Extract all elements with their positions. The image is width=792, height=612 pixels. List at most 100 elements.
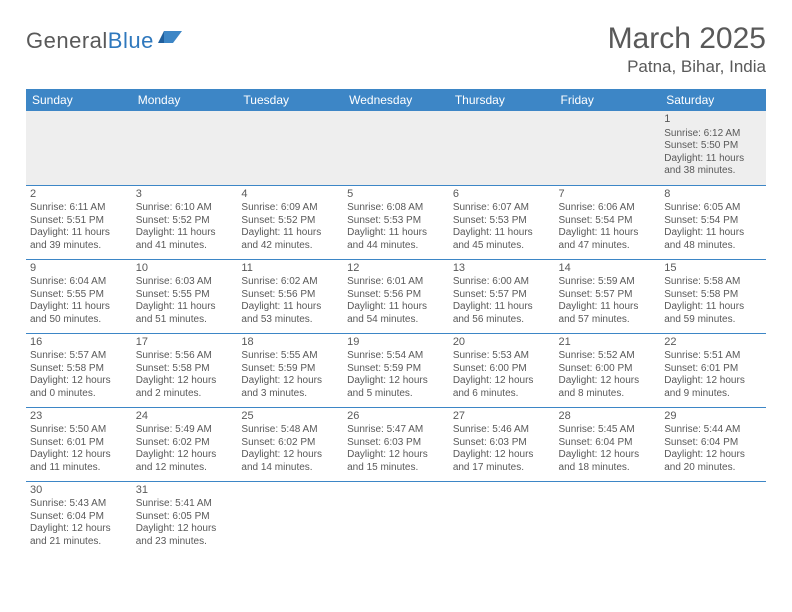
- daylight-text: and 23 minutes.: [136, 536, 234, 549]
- daylight-text: Daylight: 11 hours: [136, 227, 234, 240]
- calendar-day-cell: 3Sunrise: 6:10 AMSunset: 5:52 PMDaylight…: [132, 185, 238, 259]
- day-number: 11: [241, 262, 339, 276]
- daylight-text: Daylight: 11 hours: [453, 301, 551, 314]
- day-number: 27: [453, 410, 551, 424]
- sunrise-text: Sunrise: 6:01 AM: [347, 276, 445, 289]
- daylight-text: Daylight: 11 hours: [664, 227, 762, 240]
- sunrise-text: Sunrise: 5:55 AM: [241, 350, 339, 363]
- daylight-text: Daylight: 11 hours: [30, 227, 128, 240]
- sunrise-text: Sunrise: 6:07 AM: [453, 202, 551, 215]
- sunrise-text: Sunrise: 6:08 AM: [347, 202, 445, 215]
- sunset-text: Sunset: 6:04 PM: [30, 511, 128, 524]
- day-number: 28: [559, 410, 657, 424]
- calendar-day-cell: 26Sunrise: 5:47 AMSunset: 6:03 PMDayligh…: [343, 407, 449, 481]
- calendar-day-cell: [449, 481, 555, 555]
- daylight-text: Daylight: 12 hours: [453, 449, 551, 462]
- day-number: 23: [30, 410, 128, 424]
- daylight-text: Daylight: 11 hours: [664, 301, 762, 314]
- sunrise-text: Sunrise: 6:11 AM: [30, 202, 128, 215]
- calendar-day-cell: 31Sunrise: 5:41 AMSunset: 6:05 PMDayligh…: [132, 481, 238, 555]
- calendar-day-cell: [237, 481, 343, 555]
- sunset-text: Sunset: 5:59 PM: [241, 363, 339, 376]
- sunset-text: Sunset: 6:02 PM: [241, 437, 339, 450]
- daylight-text: and 2 minutes.: [136, 388, 234, 401]
- daylight-text: Daylight: 11 hours: [347, 227, 445, 240]
- day-number: 5: [347, 188, 445, 202]
- daylight-text: and 44 minutes.: [347, 240, 445, 253]
- daylight-text: and 20 minutes.: [664, 462, 762, 475]
- calendar-day-cell: 21Sunrise: 5:52 AMSunset: 6:00 PMDayligh…: [555, 333, 661, 407]
- day-number: 31: [136, 484, 234, 498]
- sunset-text: Sunset: 6:03 PM: [453, 437, 551, 450]
- sunset-text: Sunset: 6:00 PM: [559, 363, 657, 376]
- daylight-text: and 56 minutes.: [453, 314, 551, 327]
- calendar-day-cell: 24Sunrise: 5:49 AMSunset: 6:02 PMDayligh…: [132, 407, 238, 481]
- logo-part1: General: [26, 28, 108, 54]
- sunrise-text: Sunrise: 5:46 AM: [453, 424, 551, 437]
- calendar-day-cell: [555, 481, 661, 555]
- daylight-text: and 48 minutes.: [664, 240, 762, 253]
- day-number: 4: [241, 188, 339, 202]
- sunrise-text: Sunrise: 6:06 AM: [559, 202, 657, 215]
- sunset-text: Sunset: 5:58 PM: [664, 289, 762, 302]
- day-number: 12: [347, 262, 445, 276]
- day-number: 9: [30, 262, 128, 276]
- day-number: 16: [30, 336, 128, 350]
- sunrise-text: Sunrise: 6:00 AM: [453, 276, 551, 289]
- daylight-text: and 18 minutes.: [559, 462, 657, 475]
- daylight-text: Daylight: 12 hours: [136, 449, 234, 462]
- sunset-text: Sunset: 6:02 PM: [136, 437, 234, 450]
- day-number: 24: [136, 410, 234, 424]
- daylight-text: and 39 minutes.: [30, 240, 128, 253]
- sunrise-text: Sunrise: 6:05 AM: [664, 202, 762, 215]
- day-number: 26: [347, 410, 445, 424]
- calendar-day-cell: 6Sunrise: 6:07 AMSunset: 5:53 PMDaylight…: [449, 185, 555, 259]
- sunrise-text: Sunrise: 5:48 AM: [241, 424, 339, 437]
- day-number: 22: [664, 336, 762, 350]
- weekday-heading: Sunday: [26, 89, 132, 111]
- sunset-text: Sunset: 5:51 PM: [30, 215, 128, 228]
- calendar-day-cell: 20Sunrise: 5:53 AMSunset: 6:00 PMDayligh…: [449, 333, 555, 407]
- daylight-text: and 6 minutes.: [453, 388, 551, 401]
- calendar-day-cell: [449, 111, 555, 185]
- sunrise-text: Sunrise: 5:51 AM: [664, 350, 762, 363]
- calendar-day-cell: 13Sunrise: 6:00 AMSunset: 5:57 PMDayligh…: [449, 259, 555, 333]
- day-number: 20: [453, 336, 551, 350]
- daylight-text: Daylight: 11 hours: [30, 301, 128, 314]
- daylight-text: Daylight: 11 hours: [559, 227, 657, 240]
- daylight-text: and 50 minutes.: [30, 314, 128, 327]
- title-block: March 2025 Patna, Bihar, India: [608, 22, 766, 77]
- daylight-text: Daylight: 12 hours: [347, 449, 445, 462]
- daylight-text: Daylight: 12 hours: [30, 449, 128, 462]
- daylight-text: Daylight: 12 hours: [30, 523, 128, 536]
- calendar-day-cell: 2Sunrise: 6:11 AMSunset: 5:51 PMDaylight…: [26, 185, 132, 259]
- location: Patna, Bihar, India: [608, 57, 766, 77]
- daylight-text: Daylight: 12 hours: [347, 375, 445, 388]
- daylight-text: and 53 minutes.: [241, 314, 339, 327]
- calendar-day-cell: 30Sunrise: 5:43 AMSunset: 6:04 PMDayligh…: [26, 481, 132, 555]
- sunrise-text: Sunrise: 5:58 AM: [664, 276, 762, 289]
- daylight-text: and 21 minutes.: [30, 536, 128, 549]
- calendar-day-cell: [237, 111, 343, 185]
- weekday-heading: Tuesday: [237, 89, 343, 111]
- day-number: 21: [559, 336, 657, 350]
- weekday-heading: Monday: [132, 89, 238, 111]
- day-number: 17: [136, 336, 234, 350]
- sunrise-text: Sunrise: 5:44 AM: [664, 424, 762, 437]
- calendar-day-cell: [343, 481, 449, 555]
- day-number: 25: [241, 410, 339, 424]
- calendar-day-cell: [26, 111, 132, 185]
- calendar-day-cell: 9Sunrise: 6:04 AMSunset: 5:55 PMDaylight…: [26, 259, 132, 333]
- sunrise-text: Sunrise: 5:52 AM: [559, 350, 657, 363]
- sunrise-text: Sunrise: 6:03 AM: [136, 276, 234, 289]
- daylight-text: and 3 minutes.: [241, 388, 339, 401]
- calendar-body: 1Sunrise: 6:12 AMSunset: 5:50 PMDaylight…: [26, 111, 766, 555]
- calendar-day-cell: [343, 111, 449, 185]
- sunset-text: Sunset: 5:56 PM: [241, 289, 339, 302]
- daylight-text: Daylight: 12 hours: [559, 375, 657, 388]
- calendar-week-row: 30Sunrise: 5:43 AMSunset: 6:04 PMDayligh…: [26, 481, 766, 555]
- sunset-text: Sunset: 5:54 PM: [559, 215, 657, 228]
- calendar-day-cell: [555, 111, 661, 185]
- day-number: 14: [559, 262, 657, 276]
- calendar-day-cell: 23Sunrise: 5:50 AMSunset: 6:01 PMDayligh…: [26, 407, 132, 481]
